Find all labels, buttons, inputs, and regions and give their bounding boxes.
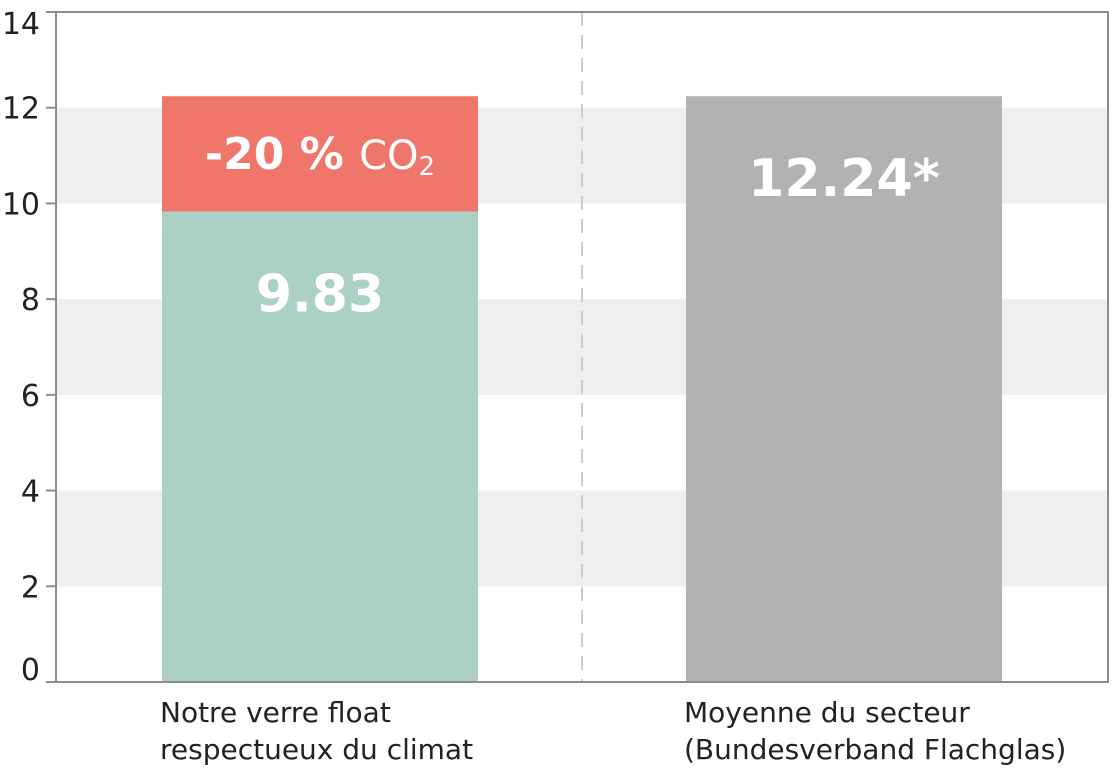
category-label: Notre verre float <box>160 696 391 729</box>
category-label: respectueux du climat <box>160 733 473 766</box>
y-tick-label: 2 <box>21 570 40 605</box>
y-tick-label: 6 <box>21 379 40 414</box>
y-tick-label: 8 <box>21 283 40 318</box>
plot-border <box>55 11 1109 683</box>
bar-segment <box>162 211 478 683</box>
category-label: (Bundesverband Flachglas) <box>684 733 1066 766</box>
bars-group <box>162 96 1002 683</box>
data-label: 9.83 <box>256 265 384 325</box>
y-tick-label: 4 <box>21 475 40 510</box>
category-label: Moyenne du secteur <box>684 696 970 729</box>
bar-labels: 9.83 -20 % CO2 12.24* <box>205 129 940 325</box>
bar-segment <box>686 96 1002 682</box>
category-labels: Notre verre float respectueux du climat Mo… <box>160 696 1066 766</box>
y-tick-label: 10 <box>2 187 40 222</box>
data-label: 12.24* <box>748 149 940 209</box>
reduction-label: -20 % CO2 <box>205 129 435 182</box>
y-tick-label: 12 <box>2 92 40 127</box>
y-tick-label: 14 <box>2 7 40 42</box>
co-subscript: 2 <box>419 152 436 182</box>
reduction-percent: -20 % <box>205 129 359 180</box>
bar-segment <box>162 96 478 212</box>
y-tick-label: 0 <box>21 653 40 688</box>
y-axis-ticks: 0 2 4 6 8 10 12 14 <box>2 7 56 688</box>
co-label: CO <box>359 133 418 179</box>
plot-frame <box>55 11 1109 683</box>
